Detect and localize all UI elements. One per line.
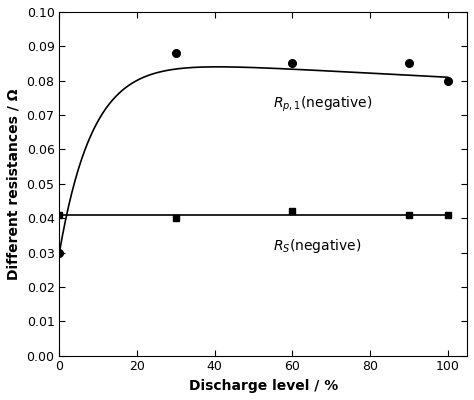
- Text: $R_{S}$(negative): $R_{S}$(negative): [273, 237, 361, 255]
- X-axis label: Discharge level / %: Discharge level / %: [189, 379, 338, 393]
- Text: $R_{p,1}$(negative): $R_{p,1}$(negative): [273, 95, 373, 114]
- Y-axis label: Different resistances / Ω: Different resistances / Ω: [7, 88, 21, 280]
